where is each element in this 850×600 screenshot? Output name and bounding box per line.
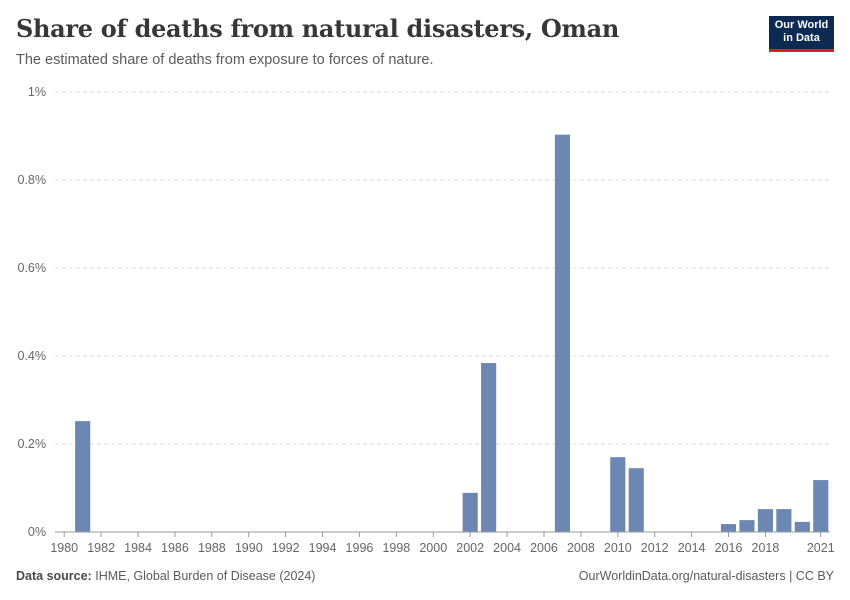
logo-line-1: Our World <box>774 19 829 31</box>
y-tick-label: 0% <box>28 525 46 539</box>
y-tick-label: 0.2% <box>18 437 47 451</box>
bar-2002 <box>462 492 478 532</box>
data-source-label: Data source: <box>16 569 92 583</box>
x-tick-label: 2008 <box>567 541 595 555</box>
x-tick-label: 1984 <box>124 541 152 555</box>
data-source-text: IHME, Global Burden of Disease (2024) <box>95 569 316 583</box>
bar-2018 <box>757 509 773 532</box>
y-tick-label: 0.6% <box>18 261 47 275</box>
y-tick-label: 0.4% <box>18 349 47 363</box>
y-tick-label: 1% <box>28 85 46 99</box>
bar-2017 <box>739 520 755 532</box>
x-tick-label: 2000 <box>419 541 447 555</box>
x-tick-label: 2004 <box>493 541 521 555</box>
y-tick-label: 0.8% <box>18 173 47 187</box>
x-tick-label: 2002 <box>456 541 484 555</box>
x-tick-label: 2016 <box>715 541 743 555</box>
x-tick-label: 1988 <box>198 541 226 555</box>
bar-1981 <box>75 421 91 532</box>
chart-title: Share of deaths from natural disasters, … <box>16 14 620 43</box>
bar-2010 <box>610 457 626 532</box>
x-tick-label: 1996 <box>346 541 374 555</box>
bar-2007 <box>554 134 571 532</box>
bar-2020 <box>794 521 810 532</box>
bar-2021 <box>813 480 829 532</box>
x-tick-label: 2012 <box>641 541 669 555</box>
source-url-link[interactable]: OurWorldinData.org/natural-disasters | C… <box>578 569 834 583</box>
x-tick-label: 1994 <box>309 541 337 555</box>
x-tick-label: 1986 <box>161 541 189 555</box>
bar-2011 <box>628 468 644 532</box>
x-tick-label: 1990 <box>235 541 263 555</box>
x-tick-label: 2014 <box>678 541 706 555</box>
x-tick-label: 1998 <box>382 541 410 555</box>
bar-2016 <box>720 524 737 532</box>
owid-logo[interactable]: Our World in Data <box>769 16 834 52</box>
bar-2003 <box>481 363 497 532</box>
x-tick-label: 2018 <box>752 541 780 555</box>
bar-2019 <box>776 509 792 532</box>
chart-subtitle: The estimated share of deaths from expos… <box>16 52 434 68</box>
x-tick-label: 1992 <box>272 541 300 555</box>
x-tick-label: 2006 <box>530 541 558 555</box>
logo-line-2: in Data <box>783 32 820 44</box>
x-tick-label: 2010 <box>604 541 632 555</box>
data-source: Data source: IHME, Global Burden of Dise… <box>16 569 315 583</box>
x-tick-label: 1980 <box>50 541 78 555</box>
x-tick-label: 2021 <box>807 541 835 555</box>
x-tick-label: 1982 <box>87 541 115 555</box>
